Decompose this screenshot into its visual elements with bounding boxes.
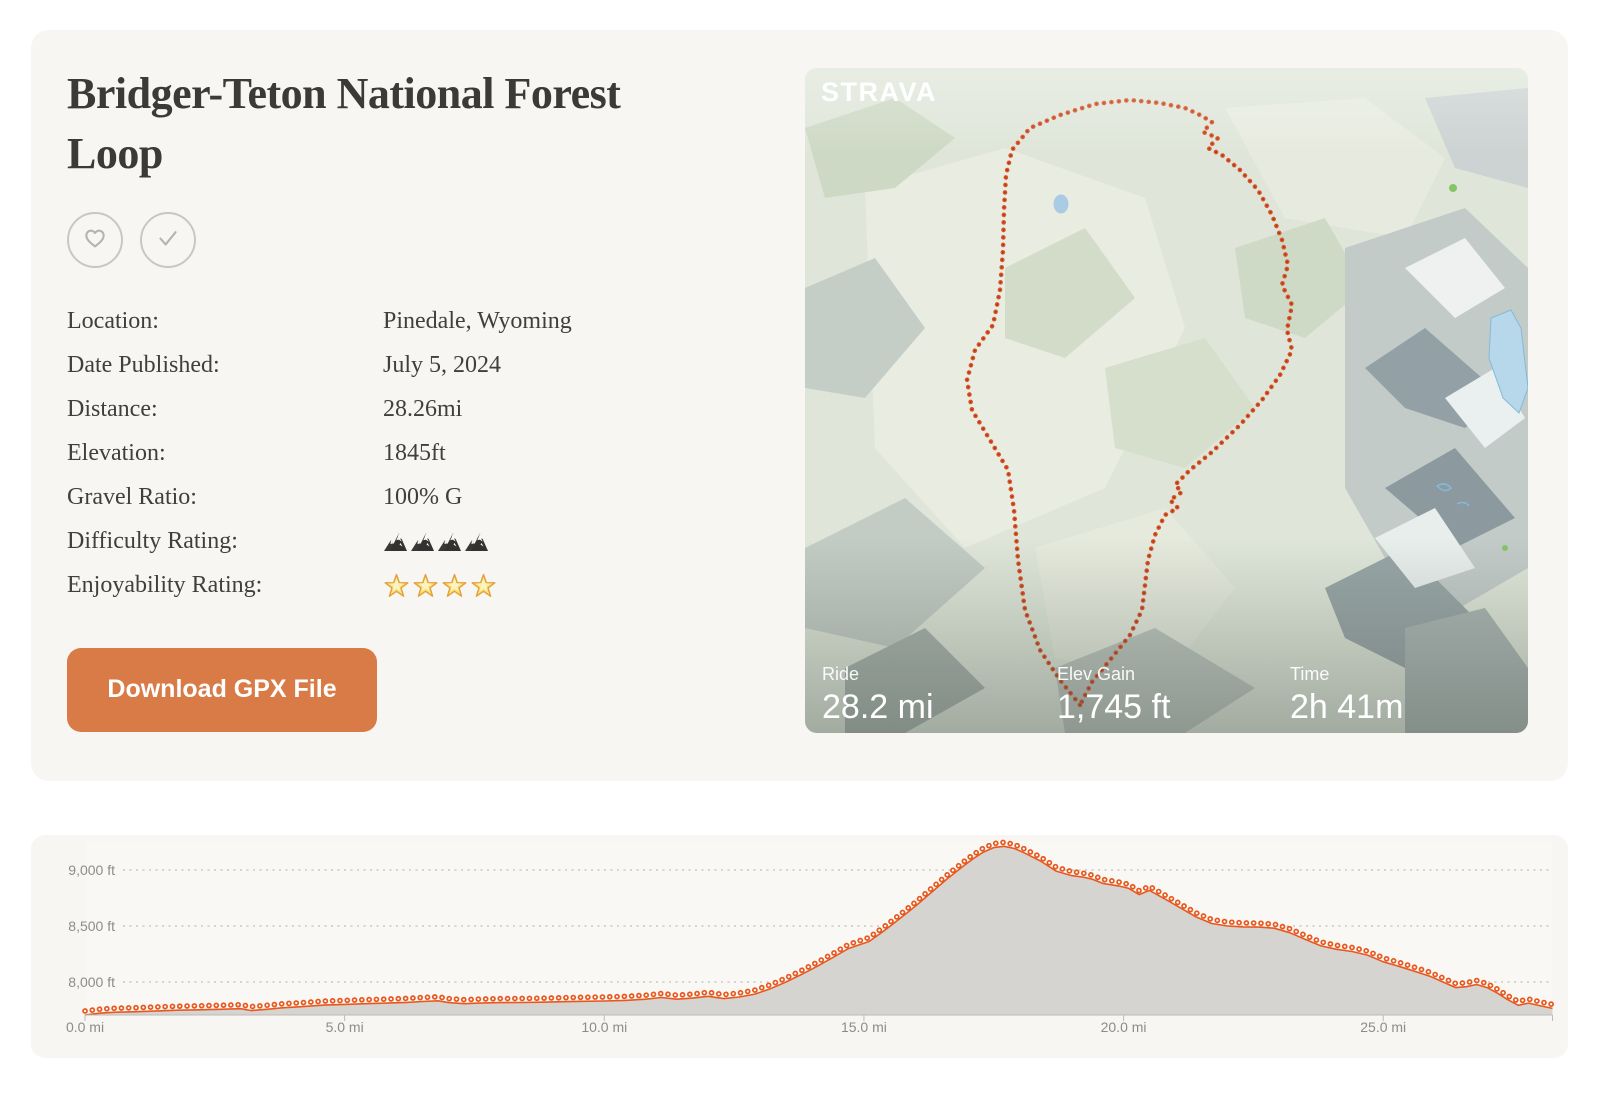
stat-ride: Ride 28.2 mi <box>822 664 934 727</box>
stat-label: Elev Gain <box>1057 664 1136 684</box>
detail-label: Gravel Ratio: <box>67 484 197 511</box>
stat-time: Time 2h 41m <box>1290 664 1403 727</box>
stat-value: 1,745 ft <box>1057 688 1171 726</box>
detail-row-difficulty-rating: Difficulty Rating: <box>67 520 787 564</box>
detail-row-location: Location: Pinedale, Wyoming <box>67 300 787 344</box>
detail-row-gravel-ratio: Gravel Ratio: 100% G <box>67 476 787 520</box>
strava-logo: STRAVA <box>821 77 937 107</box>
heart-icon <box>80 224 110 255</box>
stat-label: Time <box>1290 664 1330 684</box>
svg-text:20.0 mi: 20.0 mi <box>1101 1019 1147 1035</box>
completed-button[interactable] <box>140 211 196 268</box>
difficulty-mountain-icons <box>383 531 489 552</box>
enjoyability-star-icons <box>383 573 497 599</box>
svg-text:8,000 ft: 8,000 ft <box>68 974 115 990</box>
detail-label: Elevation: <box>67 440 166 467</box>
ride-stats-overlay: Ride 28.2 mi Elev Gain 1,745 ft Time 2h … <box>805 643 1528 733</box>
stat-value: 28.2 mi <box>822 688 934 726</box>
elevation-profile-card: 9,000 ft 8,500 ft 8,000 ft 0.0 mi 5.0 mi 10.0… <box>31 835 1568 1058</box>
stat-value: 2h 41m <box>1290 688 1404 726</box>
check-icon <box>153 224 183 255</box>
favorite-button[interactable] <box>67 211 123 268</box>
detail-label: Date Published: <box>67 352 220 379</box>
detail-label: Distance: <box>67 396 158 423</box>
stat-elev-gain: Elev Gain 1,745 ft <box>1057 664 1170 727</box>
svg-text:25.0 mi: 25.0 mi <box>1360 1019 1406 1035</box>
detail-value: 100% G <box>383 484 463 511</box>
detail-row-enjoyability-rating: Enjoyability Rating: <box>67 564 787 608</box>
detail-row-date-published: Date Published: July 5, 2024 <box>67 344 787 388</box>
svg-text:10.0 mi: 10.0 mi <box>581 1019 627 1035</box>
elevation-profile-chart: 9,000 ft 8,500 ft 8,000 ft 0.0 mi 5.0 mi 10.0… <box>66 839 1556 1035</box>
download-gpx-button[interactable]: Download GPX File <box>67 647 377 732</box>
detail-value: Pinedale, Wyoming <box>383 308 572 335</box>
action-buttons <box>67 211 787 268</box>
svg-text:8,500 ft: 8,500 ft <box>68 918 115 934</box>
stat-label: Ride <box>822 664 860 684</box>
detail-label: Location: <box>67 308 159 335</box>
detail-row-distance: Distance: 28.26mi <box>67 388 787 432</box>
map-terrain <box>805 68 1528 733</box>
route-summary-card: Bridger-Teton National Forest Loop <box>31 30 1568 781</box>
detail-value: 1845ft <box>383 440 446 467</box>
detail-row-elevation: Elevation: 1845ft <box>67 432 787 476</box>
detail-label: Enjoyability Rating: <box>67 572 263 599</box>
strava-route-map: STRAVA Ride 28.2 mi Elev Gain 1,745 ft T… <box>805 68 1528 733</box>
detail-label: Difficulty Rating: <box>67 528 238 555</box>
route-details-list: Location: Pinedale, Wyoming Date Publish… <box>67 300 787 608</box>
svg-text:0.0 mi: 0.0 mi <box>66 1019 104 1035</box>
page-title: Bridger-Teton National Forest Loop <box>67 69 621 178</box>
detail-value: 28.26mi <box>383 396 463 423</box>
svg-text:15.0 mi: 15.0 mi <box>841 1019 887 1035</box>
detail-value: July 5, 2024 <box>383 352 502 379</box>
svg-text:9,000 ft: 9,000 ft <box>68 862 115 878</box>
svg-text:5.0 mi: 5.0 mi <box>326 1019 364 1035</box>
